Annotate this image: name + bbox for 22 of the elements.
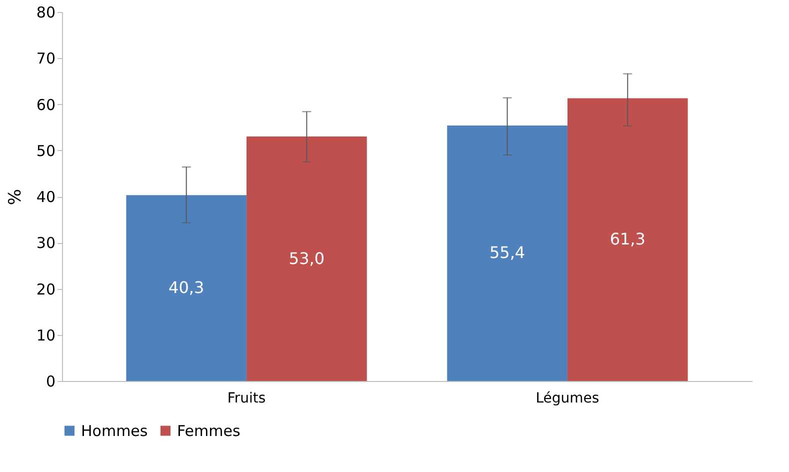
data-label: 40,3 [168, 278, 204, 298]
y-tick-label: 0 [46, 372, 56, 390]
legend-label: Hommes [81, 422, 148, 440]
x-tick-label: Fruits [227, 390, 266, 406]
bar [246, 136, 367, 381]
y-tick-label: 40 [36, 188, 56, 206]
y-tick-label: 50 [36, 142, 56, 160]
bar [447, 125, 568, 381]
y-tick-label: 80 [36, 4, 56, 22]
data-label: 55,4 [489, 243, 526, 262]
y-axis-title: % [5, 188, 26, 206]
x-tick-label: Légumes [536, 390, 600, 406]
y-tick-label: 70 [36, 50, 56, 68]
y-tick-label: 20 [36, 280, 56, 298]
data-label: 53,0 [288, 248, 325, 268]
y-tick-label: 10 [36, 326, 56, 344]
y-tick-label: 60 [36, 96, 56, 114]
data-label: 61,3 [610, 230, 646, 249]
y-tick-label: 30 [36, 234, 56, 252]
bar [126, 195, 247, 381]
bar [567, 98, 688, 381]
legend-label: Femmes [177, 422, 240, 440]
